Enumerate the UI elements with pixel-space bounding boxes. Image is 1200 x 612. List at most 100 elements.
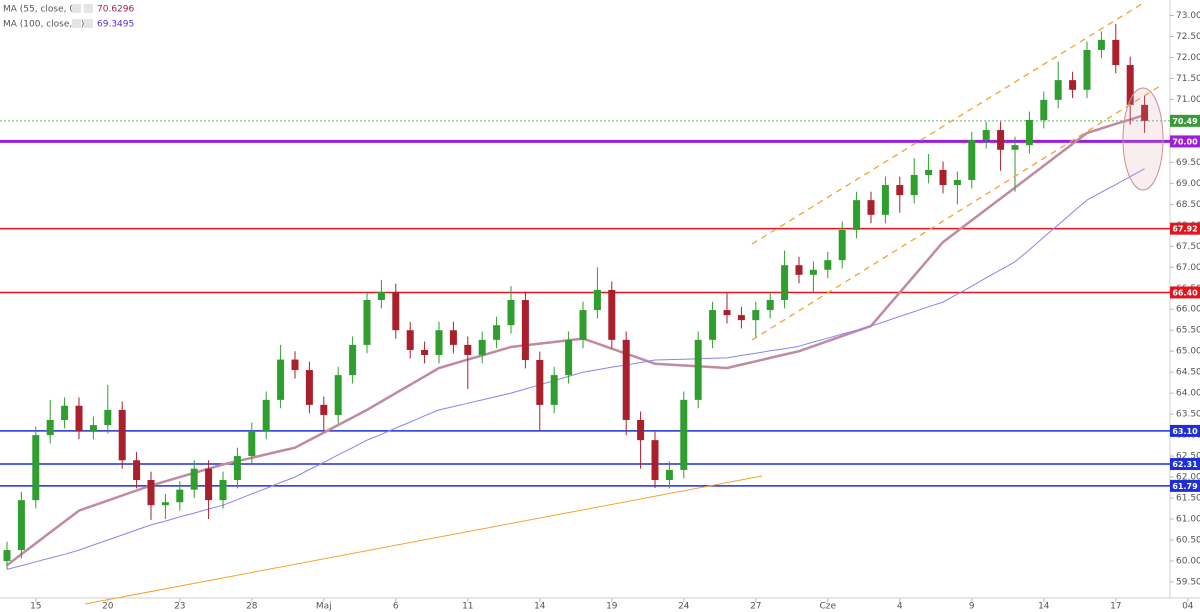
price-level-label: 61.79 [1172, 482, 1198, 491]
price-level-tag [1170, 286, 1200, 299]
candle-body [334, 375, 342, 415]
candle-body [277, 359, 285, 400]
drawings [84, 1, 1164, 605]
candle-body [305, 370, 313, 405]
candle-body [925, 169, 933, 175]
candle-body [608, 289, 616, 340]
legend-close-icon[interactable] [84, 4, 93, 13]
price-level-tag [1170, 222, 1200, 235]
candle-body [593, 289, 601, 311]
channel-lower [751, 85, 1161, 341]
candle-body [449, 330, 457, 345]
candle-body [910, 174, 918, 196]
candle-body [190, 468, 198, 490]
candle-body [104, 409, 112, 426]
support-trendline [84, 475, 763, 605]
highlight-ellipse [1122, 87, 1164, 191]
y-tick-label: 72.50 [1176, 32, 1200, 42]
price-level-tag [1170, 458, 1200, 471]
price-level-tag [1170, 135, 1200, 148]
candle-body [637, 420, 645, 441]
candle-body [1025, 120, 1033, 146]
candle-body [349, 344, 357, 376]
candle-body [1141, 104, 1149, 121]
candle-body [651, 440, 659, 480]
candle-body [363, 300, 371, 345]
x-tick-label: 14 [534, 602, 546, 612]
x-tick-label: 11 [462, 602, 473, 612]
y-tick-label: 64.00 [1176, 389, 1200, 399]
x-tick-label: 9 [969, 602, 975, 612]
candle-body [838, 229, 846, 261]
candle-body [291, 359, 299, 371]
x-tick-label: 4 [897, 602, 903, 612]
candle-body [766, 300, 774, 311]
y-tick-label: 67.00 [1176, 263, 1200, 273]
y-tick-label: 71.00 [1176, 95, 1200, 105]
candle-body [17, 500, 25, 551]
y-tick-label: 73.00 [1176, 11, 1200, 21]
candle-body [853, 200, 861, 230]
candle-body [536, 360, 544, 405]
legend-settings-icon[interactable] [72, 4, 81, 13]
candle-body [680, 399, 688, 470]
x-tick-label: 19 [606, 602, 618, 612]
candle-body [464, 344, 472, 355]
candle-body [824, 260, 832, 270]
candle-body [737, 315, 745, 321]
y-tick-label: 61.00 [1176, 515, 1200, 525]
price-level-tag [1170, 479, 1200, 492]
y-tick-label: 65.50 [1176, 326, 1200, 336]
y-tick-label: 66.00 [1176, 305, 1200, 315]
y-tick-label: 59.50 [1176, 577, 1200, 587]
candle-body [233, 456, 241, 480]
candle-body [781, 265, 789, 300]
y-tick-label: 67.50 [1176, 242, 1200, 252]
candle-body [1126, 65, 1134, 105]
price-level-tag [1170, 424, 1200, 437]
candle-body [565, 339, 573, 376]
price-level-tag [1170, 114, 1200, 127]
candle-body [1011, 145, 1019, 150]
candle-body [665, 469, 673, 480]
candle-body [953, 180, 961, 186]
candle-body [1112, 39, 1120, 66]
legend-close-icon[interactable] [84, 19, 93, 28]
legend-value: 70.6296 [97, 5, 134, 15]
candle-body [32, 435, 40, 501]
y-tick-label: 60.00 [1176, 556, 1200, 566]
y-tick-label: 61.50 [1176, 494, 1200, 504]
y-tick-label: 64.50 [1176, 368, 1200, 378]
x-tick-label: 17 [1110, 602, 1121, 612]
candle-body [752, 310, 760, 321]
candle-body [61, 405, 69, 420]
candle-body [493, 325, 501, 340]
y-tick-label: 69.50 [1176, 158, 1200, 168]
x-tick-label: 20 [102, 602, 114, 612]
price-level-label: 70.49 [1172, 117, 1198, 126]
x-tick-label: 24 [678, 602, 690, 612]
candle-body [709, 310, 717, 340]
x-tick-label: Maj [316, 602, 332, 612]
candle-body [176, 489, 184, 503]
candle-body [1040, 99, 1048, 120]
candle-body [881, 185, 889, 215]
price-level-label: 62.31 [1172, 460, 1198, 469]
candle-body [75, 405, 83, 431]
candle-body [1069, 80, 1077, 90]
price-level-label: 70.00 [1172, 137, 1198, 146]
candle-body [521, 300, 529, 360]
candle-body [550, 375, 558, 405]
candle-body [219, 480, 227, 501]
candle-body [507, 300, 515, 326]
y-tick-label: 62.50 [1176, 452, 1200, 462]
candle-body [161, 502, 169, 506]
candle-body [809, 269, 817, 275]
candles [3, 23, 1149, 570]
legend: MA (55, close, 0) 70.6296 MA (100, close… [3, 4, 134, 30]
y-tick-label: 72.00 [1176, 53, 1200, 63]
candle-body [133, 460, 141, 480]
legend-settings-icon[interactable] [72, 19, 81, 28]
price-level-label: 66.40 [1172, 288, 1198, 297]
